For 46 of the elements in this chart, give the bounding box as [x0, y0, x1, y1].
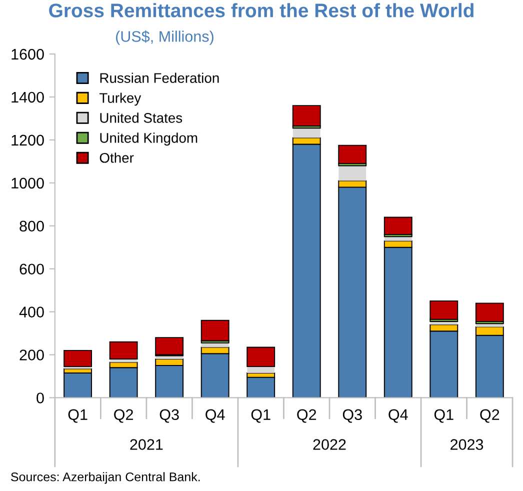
text: 2021 — [130, 439, 163, 450]
bar — [246, 376, 276, 398]
y-tick-label: 200 — [20, 350, 44, 360]
bar — [292, 128, 320, 138]
bar — [384, 216, 412, 235]
y-tick-label: 1200 — [12, 134, 44, 146]
bar — [200, 320, 230, 342]
y-tick-label: 800 — [20, 220, 44, 232]
bar — [247, 366, 275, 374]
y-tick-label: 1000 — [12, 178, 44, 189]
x-tick-label: Q2 — [114, 409, 133, 423]
source-note: Sources: Azerbaijan Central Bank. — [11, 472, 200, 484]
x-tick-label: Q1 — [251, 409, 270, 423]
bar — [430, 300, 458, 320]
bar — [155, 337, 184, 356]
x-tick-label: Q2 — [480, 409, 500, 423]
x-tick-label: Q1 — [68, 409, 88, 423]
bar — [246, 346, 276, 368]
x-tick-label: Q3 — [342, 409, 362, 423]
y-tick-label: 1400 — [12, 92, 44, 103]
bar — [110, 359, 138, 362]
chart-title: Gross Remittances from the Rest of the World — [49, 3, 474, 18]
x-tick-label: Q1 — [434, 409, 454, 423]
x-tick-label: Q4 — [206, 409, 225, 423]
bar — [292, 105, 321, 126]
bar — [476, 324, 504, 327]
bar — [109, 341, 138, 360]
legend-label: Turkey — [100, 92, 142, 106]
y-tick-label: 600 — [20, 264, 44, 275]
legend-label: Russian Federation — [100, 72, 219, 83]
x-tick-label: Q4 — [388, 409, 408, 423]
text: 2023 — [450, 439, 484, 450]
bar — [475, 302, 504, 322]
x-tick-label: Q2 — [297, 409, 316, 423]
legend-label: United States — [100, 112, 182, 123]
bar — [338, 166, 366, 181]
bar — [338, 144, 367, 164]
x-tick-label: Q3 — [160, 409, 179, 423]
text: 2022 — [313, 439, 346, 450]
legend-label: Other — [100, 152, 134, 163]
y-tick-label: 0 — [36, 392, 44, 404]
bar — [384, 236, 412, 241]
chart-subtitle: (US$, Millions) — [116, 30, 214, 45]
y-tick-label: 1600 — [12, 48, 44, 60]
y-tick-label: 400 — [19, 306, 44, 318]
legend-label: United Kingdom — [100, 132, 198, 146]
